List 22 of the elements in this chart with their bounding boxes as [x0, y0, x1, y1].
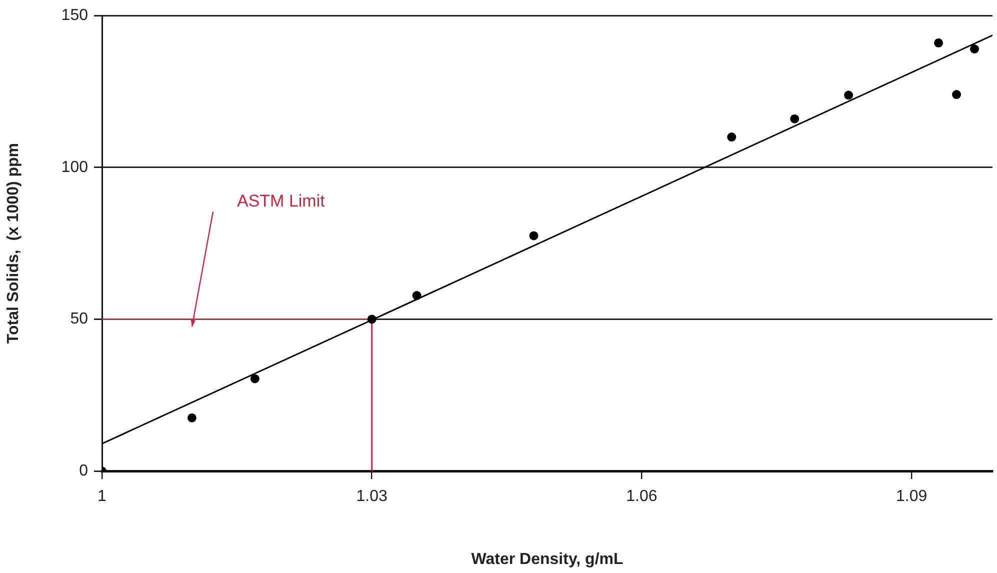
point [844, 90, 854, 100]
point [727, 132, 736, 142]
annotation: ASTM Limit [237, 192, 326, 211]
x-tick-label: 1.06 [626, 488, 658, 506]
y-tick-label: 150 [61, 7, 88, 24]
point [412, 291, 422, 300]
point [529, 231, 538, 240]
y-tick-label: 0 [79, 462, 88, 480]
y-axis-title: Total Solids, (x 1000) ppm [5, 142, 22, 344]
point [952, 90, 962, 100]
point [934, 38, 944, 48]
x-tick-label: 1.09 [896, 488, 928, 506]
point [970, 44, 980, 54]
point [367, 314, 376, 324]
x-axis-title: Water Density, g/mL [471, 550, 624, 568]
y-tick-label: 100 [61, 158, 88, 176]
y-tick-label: 50 [70, 310, 88, 328]
x-tick-label: 1.03 [356, 488, 388, 506]
x-tick-label: 1 [98, 488, 107, 506]
point [790, 114, 800, 124]
point [250, 374, 260, 384]
point [187, 413, 196, 422]
